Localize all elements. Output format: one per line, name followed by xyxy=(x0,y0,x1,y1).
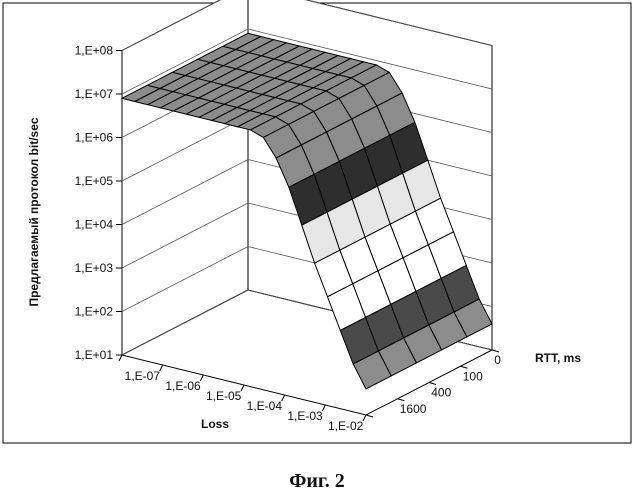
x-axis-title: Loss xyxy=(201,417,229,431)
z-tick-label: 1,E+03 xyxy=(75,261,114,275)
z-tick-label: 1,E+06 xyxy=(75,131,114,145)
y-tick-label: 100 xyxy=(463,369,483,383)
y-axis-title: RTT, ms xyxy=(535,351,581,365)
z-tick-label: 1,E+05 xyxy=(75,174,114,188)
z-tick-label: 1,E+04 xyxy=(75,218,114,232)
x-tick-label: 1,E-07 xyxy=(125,369,161,383)
z-tick-label: 1,E+01 xyxy=(75,348,114,362)
y-tick-label: 400 xyxy=(431,386,451,400)
y-tick-label: 1600 xyxy=(400,402,427,416)
z-tick-label: 1,E+02 xyxy=(75,305,114,319)
y-tick-label: 0 xyxy=(494,353,501,367)
x-tick-label: 1,E-06 xyxy=(165,379,201,393)
x-tick-label: 1,E-04 xyxy=(247,399,283,413)
z-tick-label: 1,E+08 xyxy=(75,44,114,58)
z-axis-title: Предлагаемый протокол bit/sec xyxy=(27,117,41,306)
figure-caption: Фиг. 2 xyxy=(289,470,345,492)
z-tick-label: 1,E+07 xyxy=(75,87,114,101)
x-tick-label: 1,E-03 xyxy=(287,409,323,423)
x-tick-label: 1,E-05 xyxy=(206,389,242,403)
x-tick-label: 1,E-02 xyxy=(328,419,364,433)
